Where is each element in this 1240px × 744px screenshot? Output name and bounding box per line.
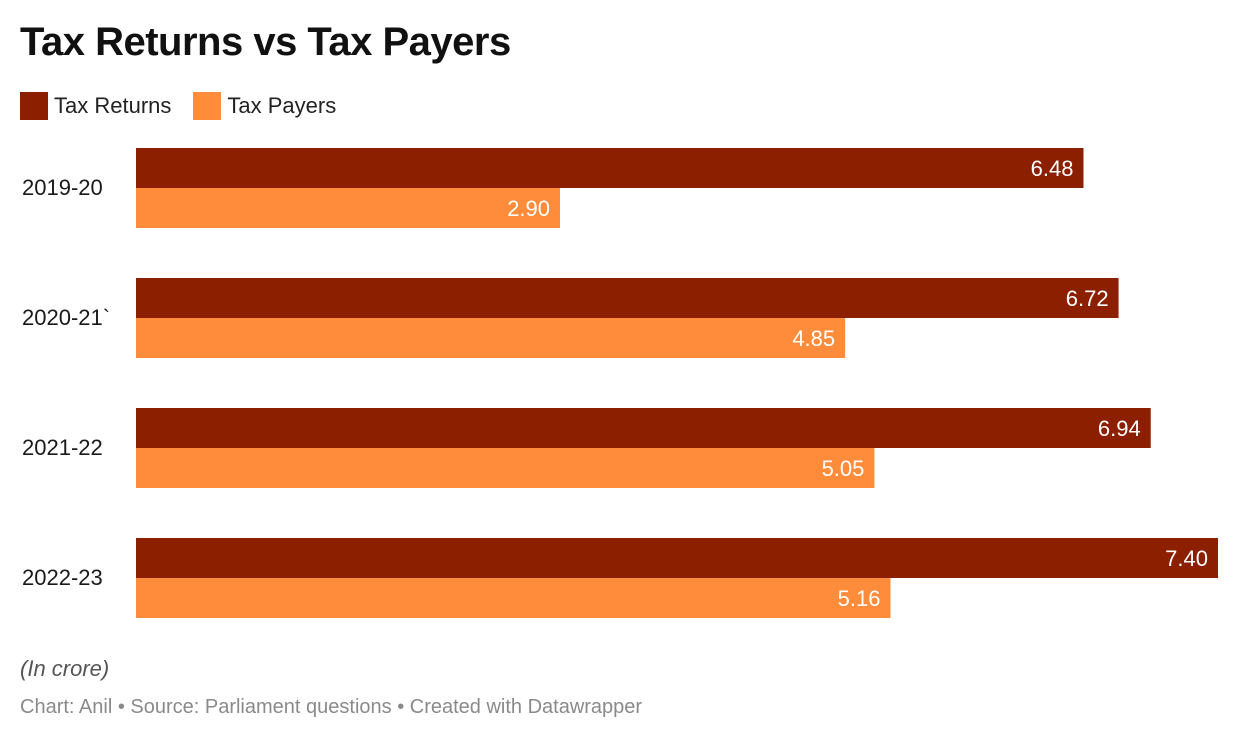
category-label: 2021-22 [22, 435, 103, 460]
bar-value-label: 2.90 [507, 196, 550, 221]
legend: Tax Returns Tax Payers [20, 92, 336, 120]
bar-tax-returns [136, 408, 1151, 448]
category-label: 2019-20 [22, 175, 103, 200]
category-label: 2022-23 [22, 565, 103, 590]
bar-tax-returns [136, 148, 1084, 188]
bar-value-label: 4.85 [792, 326, 835, 351]
legend-item-tax-payers: Tax Payers [193, 92, 336, 120]
bar-value-label: 7.40 [1165, 546, 1208, 571]
bar-value-label: 5.05 [822, 456, 865, 481]
chart-title: Tax Returns vs Tax Payers [20, 20, 511, 64]
bar-value-label: 5.16 [838, 586, 881, 611]
bar-tax-returns [136, 278, 1119, 318]
category-label: 2020-21` [22, 305, 110, 330]
bar-value-label: 6.94 [1098, 416, 1141, 441]
bar-chart-svg: 2019-20 6.48 2.90 2020-21` 6.72 4.85 2021-22 6.… [22, 148, 1218, 618]
bar-tax-returns [136, 538, 1218, 578]
bar-tax-payers [136, 448, 875, 488]
legend-swatch-tax-payers [193, 92, 222, 120]
bar-value-label: 6.72 [1066, 286, 1109, 311]
legend-label-tax-payers: Tax Payers [227, 93, 337, 118]
bar-tax-payers [136, 318, 846, 358]
legend-swatch-tax-returns [20, 92, 48, 120]
legend-item-tax-returns: Tax Returns [20, 92, 171, 120]
bar-tax-payers [136, 188, 561, 228]
source-footer: Chart: Anil • Source: Parliament questio… [20, 696, 643, 718]
bar-chart: 2019-20 6.48 2.90 2020-21` 6.72 4.85 2021-22 6.… [0, 140, 1240, 645]
bar-tax-payers [136, 578, 891, 618]
unit-note: (In crore) [20, 656, 110, 681]
legend-label-tax-returns: Tax Returns [54, 93, 172, 118]
bar-value-label: 6.48 [1031, 156, 1074, 181]
